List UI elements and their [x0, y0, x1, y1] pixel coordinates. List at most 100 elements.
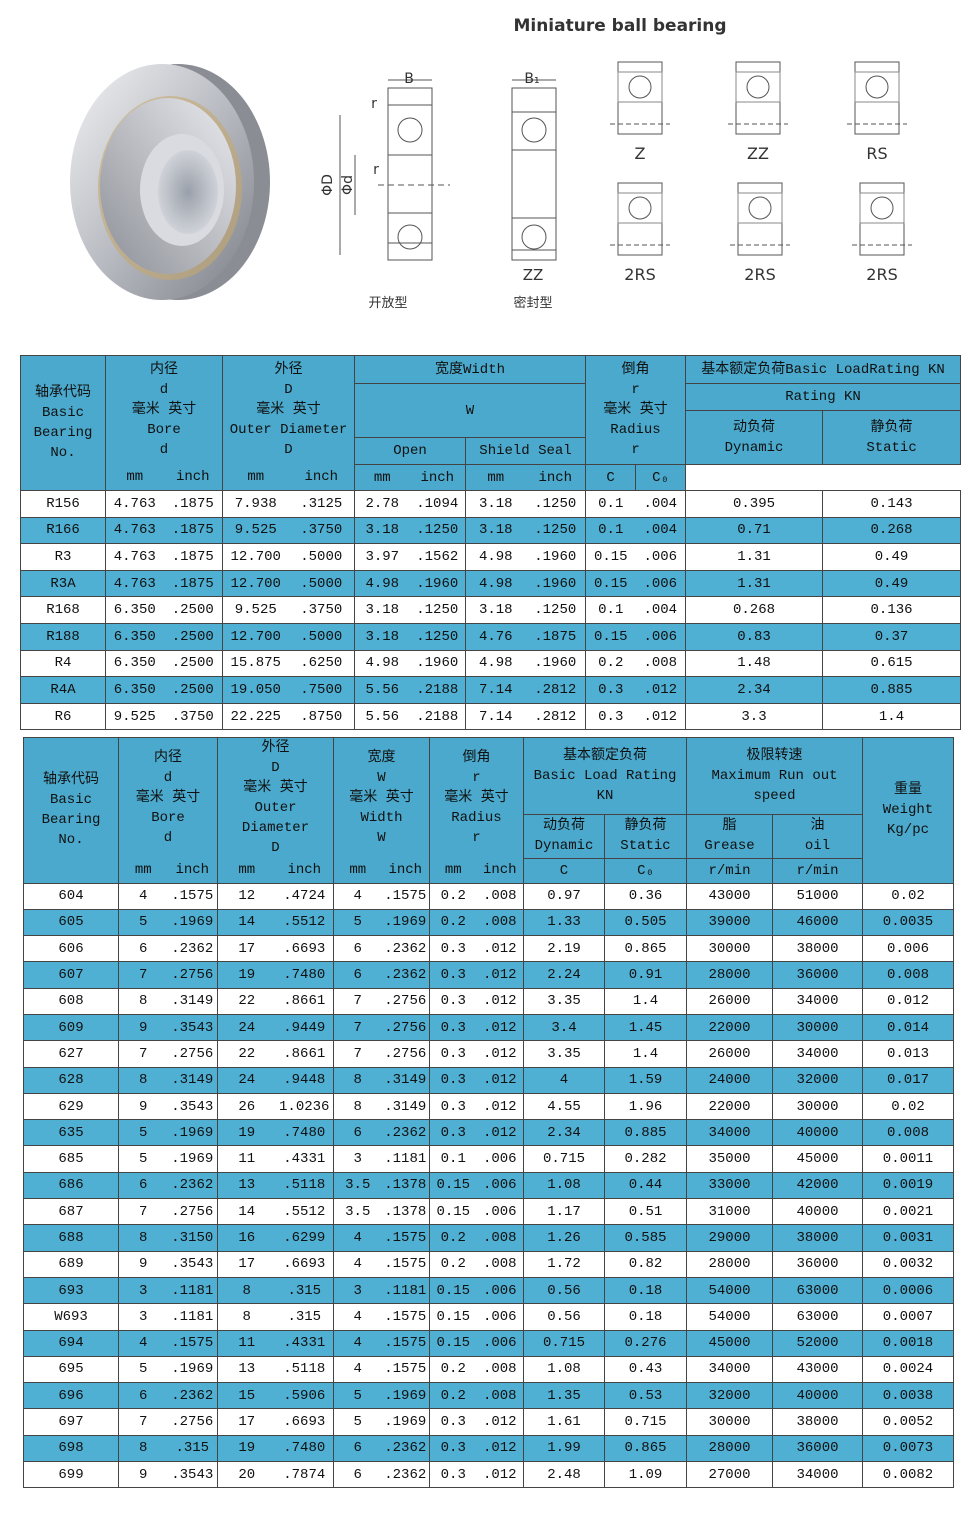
- cell: 9.525: [105, 702, 164, 731]
- cell: .1575: [167, 1329, 218, 1357]
- ball: [628, 75, 652, 99]
- open-diagram: [339, 79, 450, 261]
- cell: 34000: [772, 987, 864, 1015]
- cell: 629: [23, 1092, 119, 1121]
- cell: 0.268: [822, 516, 962, 545]
- header-cell: Shield Seal: [464, 437, 587, 465]
- variant: [730, 182, 790, 256]
- ball: [870, 196, 894, 220]
- cell: .3750: [288, 516, 355, 545]
- cell: .1094: [409, 490, 466, 518]
- cell: 1.17: [523, 1198, 605, 1226]
- cell: 0.2: [429, 908, 477, 937]
- cell: 4.76: [465, 622, 526, 651]
- cell: 11: [217, 1145, 276, 1173]
- cell: 4: [333, 1329, 382, 1357]
- cell: 1.08: [523, 1355, 605, 1384]
- cell: 9: [118, 1461, 168, 1489]
- cell: .8661: [275, 987, 334, 1015]
- header-line: D: [271, 760, 280, 776]
- header-line: Outer Diameter: [229, 422, 348, 439]
- cell: .1250: [525, 516, 587, 545]
- header-line: Weight: [882, 802, 934, 819]
- variant: [847, 61, 907, 135]
- cell: .1181: [167, 1276, 218, 1305]
- cell: .012: [476, 1013, 524, 1042]
- cell: 4.55: [523, 1092, 605, 1121]
- header-cell: 外径 D 毫米 英寸 Outer Diameter D: [222, 355, 355, 465]
- header-cell: 宽度Width: [353, 355, 587, 384]
- variant: [610, 182, 670, 256]
- shape: [387, 87, 433, 261]
- cell: 2.34: [523, 1119, 605, 1147]
- header-cell: 脂 Grease: [686, 814, 774, 859]
- cell: .1575: [381, 1250, 430, 1278]
- cell: 12.700: [222, 569, 289, 598]
- cell: .3750: [163, 702, 223, 731]
- header-cell: C₀: [635, 464, 687, 491]
- cell: .1875: [163, 569, 223, 598]
- cell: .2756: [167, 1198, 218, 1226]
- ring: [735, 71, 781, 103]
- unit-label: mm: [429, 858, 477, 884]
- cell: 5.56: [354, 676, 410, 704]
- cell: 0.2: [429, 1355, 477, 1384]
- cell: 1.48: [685, 649, 824, 678]
- cell: R3: [20, 543, 106, 571]
- cell: 0.51: [603, 1198, 688, 1226]
- cell: R188: [20, 622, 106, 651]
- illustration: Miniature ball bearing B r ΦD Φd r 开放型 B…: [70, 16, 912, 311]
- variant-label: ZZ: [747, 144, 769, 163]
- cell: 40000: [772, 1198, 864, 1226]
- cell: 7.938: [222, 490, 289, 518]
- cell: 38000: [772, 935, 864, 963]
- cell: 0.715: [523, 1145, 605, 1173]
- header-line: 内径: [150, 362, 178, 379]
- cell: .1250: [525, 596, 587, 624]
- cell: 0.3: [585, 702, 636, 731]
- cell: 22000: [686, 1092, 774, 1121]
- header-line: r: [631, 442, 640, 458]
- cell: 6: [333, 935, 382, 963]
- cell: 8: [333, 1092, 382, 1121]
- cell: .3150: [167, 1224, 218, 1252]
- row: 627 7.2756 22.8661 7.2756 0.3.012 3.35 1.4 2600…: [23, 1040, 955, 1068]
- cell: 4.763: [105, 569, 164, 598]
- header-line: Static: [866, 439, 917, 456]
- cell: .1250: [409, 596, 466, 624]
- cell: R6: [20, 702, 106, 731]
- cell: .012: [476, 1066, 524, 1094]
- cell: 4: [333, 1224, 382, 1252]
- header-line: Bearing: [41, 812, 101, 829]
- header-line: D: [284, 382, 293, 399]
- cell: R4: [20, 649, 106, 678]
- cell: 635: [23, 1119, 119, 1147]
- header-line: 内径: [154, 750, 182, 766]
- row: 608 8.3149 22.8661 7.2756 0.3.012 3.35 1.4 2600…: [23, 987, 955, 1015]
- unit-label: mm: [465, 464, 526, 491]
- cell: 3.97: [354, 543, 410, 571]
- cell: 9: [118, 1013, 168, 1042]
- cell: 0.136: [822, 596, 962, 624]
- cell: .2756: [381, 1013, 430, 1042]
- cell: 0.865: [603, 1434, 688, 1463]
- cell: .5512: [275, 908, 334, 937]
- header-line: D: [271, 840, 280, 856]
- header-line: Radius: [451, 810, 502, 826]
- cell: 0.56: [523, 1276, 605, 1305]
- header-line: 毫米 英寸: [131, 402, 197, 419]
- variant-label: 2RS: [624, 265, 655, 284]
- cell: 1.96: [603, 1092, 688, 1121]
- row: R6 9.525.3750 22.225.8750 5.56.2188 7.14.281…: [20, 702, 962, 731]
- cell: 686: [23, 1171, 119, 1200]
- cell: 28000: [686, 961, 774, 989]
- cell: .2362: [167, 1382, 218, 1410]
- row: 628 8.3149 24.9448 8.3149 0.3.012 4 1.59 24000 3…: [23, 1066, 955, 1094]
- cell: 4.763: [105, 516, 164, 545]
- cell: 28000: [686, 1434, 774, 1463]
- cell: 4.763: [105, 490, 164, 518]
- cell: .1575: [167, 882, 218, 910]
- cell: 0.395: [685, 490, 824, 518]
- cell: 34000: [772, 1461, 864, 1489]
